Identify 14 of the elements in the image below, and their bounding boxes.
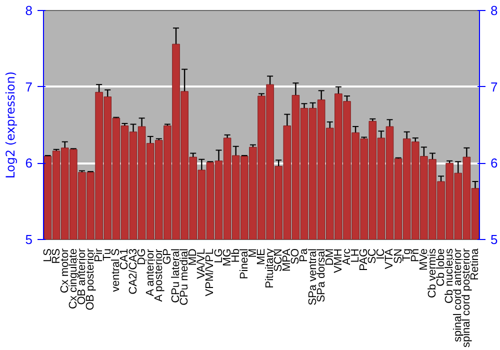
y2-tick-label: 5 [490, 232, 498, 247]
y2-tick-label: 8 [490, 3, 498, 18]
y-tick-label: 6 [25, 156, 33, 171]
y2-tick-label: 6 [490, 156, 498, 171]
y-tick-label: 5 [25, 232, 33, 247]
y2-tick-label: 7 [490, 79, 498, 94]
y-tick-label: 7 [25, 79, 33, 94]
x-tick-label: Retina [469, 248, 482, 280]
x-tick-label: A posterior [152, 248, 165, 302]
x-tick-label: RS [50, 248, 62, 264]
x-tick-label: Tg [400, 248, 413, 262]
x-tick-label: OB posterior [84, 248, 97, 310]
y-axis-title: Log2 (expression) [3, 72, 18, 178]
y-tick-label: 8 [25, 3, 33, 18]
